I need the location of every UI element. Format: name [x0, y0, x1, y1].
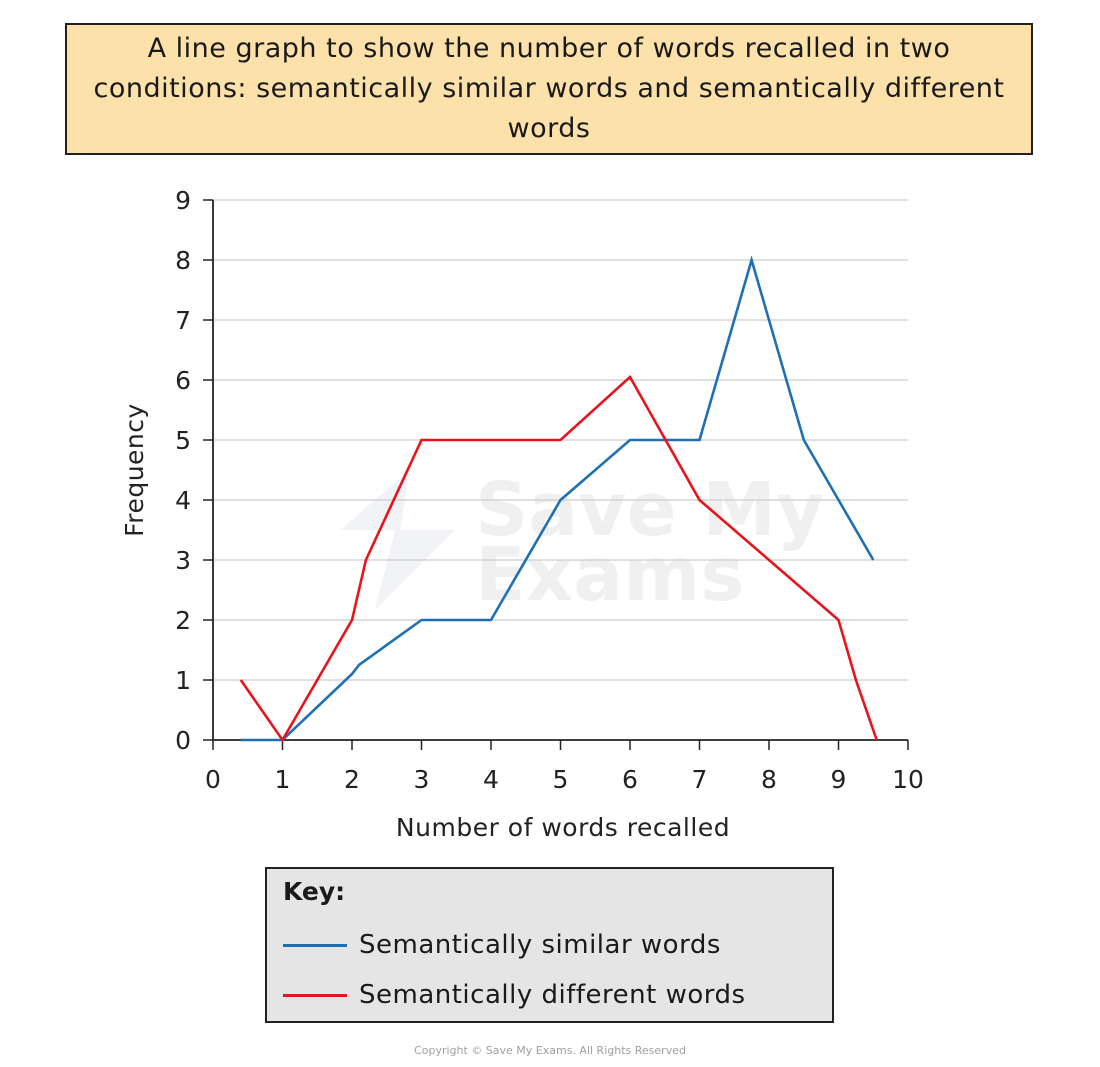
x-tick-label: 9 [831, 765, 847, 794]
watermark: Save My Exams [340, 467, 824, 618]
x-tick-label: 1 [275, 765, 291, 794]
legend-item-different: Semantically different words [283, 975, 746, 1015]
x-tick-label: 8 [761, 765, 777, 794]
y-tick-label: 9 [175, 186, 191, 215]
watermark-bolt-icon [340, 470, 455, 610]
watermark-line-2: Exams [475, 532, 744, 618]
series-line-different [239, 374, 878, 743]
x-tick-label: 2 [344, 765, 360, 794]
legend-title: Key: [283, 877, 346, 906]
axes: 0 1 2 3 4 5 6 7 8 9 0 1 2 3 4 5 6 7 8 9 10 [175, 186, 924, 794]
chart-title-box: A line graph to show the number of words… [65, 23, 1033, 155]
y-tick-label: 8 [175, 246, 191, 275]
series-line-similar [240, 255, 875, 742]
legend-swatch-different [283, 993, 347, 997]
y-tick-label: 1 [175, 666, 191, 695]
watermark-line-1: Save My [475, 467, 824, 553]
x-tick-label: 3 [414, 765, 430, 794]
x-tick-label: 5 [553, 765, 569, 794]
x-tick-label: 7 [692, 765, 708, 794]
y-tick-label: 0 [175, 726, 191, 755]
x-tick-label: 6 [622, 765, 638, 794]
y-tick-label: 6 [175, 366, 191, 395]
legend: Key: Semantically similar words Semantic… [265, 867, 834, 1023]
series-layer [239, 255, 878, 743]
y-tick-label: 5 [175, 426, 191, 455]
x-axis-label: Number of words recalled [396, 813, 730, 842]
y-tick-label: 7 [175, 306, 191, 335]
legend-item-similar: Semantically similar words [283, 925, 721, 965]
legend-swatch-similar [283, 943, 347, 947]
y-tick-label: 2 [175, 606, 191, 635]
y-axis-label: Frequency [120, 403, 149, 537]
chart-title: A line graph to show the number of words… [93, 33, 1005, 144]
legend-label-similar: Semantically similar words [359, 930, 721, 960]
y-tick-label: 3 [175, 546, 191, 575]
x-tick-label: 10 [892, 765, 924, 794]
legend-label-different: Semantically different words [359, 980, 746, 1010]
copyright-notice: Copyright © Save My Exams. All Rights Re… [414, 1044, 686, 1057]
y-tick-label: 4 [175, 486, 191, 515]
x-tick-label: 4 [483, 765, 499, 794]
x-tick-label: 0 [205, 765, 221, 794]
